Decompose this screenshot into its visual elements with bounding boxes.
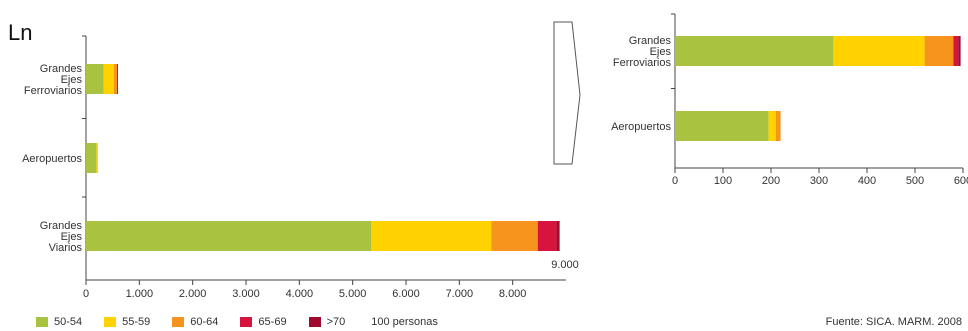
x-tick-label-1: 500 [906, 175, 924, 187]
x-tick-label-0: 8.000 [499, 288, 527, 300]
category-label: Ejes [61, 231, 83, 243]
bar-segment [768, 111, 776, 141]
legend-item: 60-64 [172, 316, 218, 328]
category-label: Grandes [629, 35, 672, 47]
x-tick-label-1: 600 [954, 175, 968, 187]
category-label: Ejes [61, 74, 83, 86]
x-tick-label-0: 6.000 [392, 288, 420, 300]
bar-segment [86, 64, 104, 94]
legend-swatch [104, 317, 117, 327]
bar-segment [103, 64, 114, 94]
category-label: Grandes [40, 63, 83, 75]
bar-segment [556, 221, 560, 251]
legend-label: >70 [326, 316, 346, 328]
legend: 50-54 55-59 60-64 65-69 >70 100 personas [36, 316, 438, 328]
x-tick-label-1: 0 [672, 175, 678, 187]
category-label: Ferroviarios [613, 57, 672, 69]
category-label: Grandes [40, 220, 83, 232]
x-tick-label-0: 3.000 [232, 288, 260, 300]
bar-segment [775, 111, 781, 141]
legend-swatch [172, 317, 185, 327]
legend-swatch [36, 317, 48, 327]
x-tick-label-1: 300 [810, 175, 828, 187]
legend-swatch [308, 317, 321, 327]
category-label: Aeropuertos [22, 153, 82, 165]
legend-unit-note: 100 personas [371, 316, 438, 328]
legend-label: 65-69 [258, 316, 287, 328]
bar-segment [113, 64, 117, 94]
category-label: Ferroviarios [24, 85, 83, 97]
bar-segment [833, 36, 925, 66]
bar-segment [371, 221, 492, 251]
chart-title: Ln [8, 20, 33, 45]
bar-segment [117, 64, 118, 94]
source-note: Fuente: SICA. MARM. 2008 [825, 316, 962, 328]
axis-max-label: 9.000 [551, 259, 579, 271]
x-tick-label-0: 4.000 [286, 288, 314, 300]
legend-item: 50-54 [36, 316, 82, 328]
legend-swatch [240, 317, 253, 327]
x-tick-label-0: 0 [83, 288, 89, 300]
x-tick-label-0: 2.000 [179, 288, 207, 300]
bar-segment [924, 36, 954, 66]
bar-segment [86, 143, 97, 173]
x-tick-label-0: 7.000 [446, 288, 474, 300]
bar-segment [675, 111, 769, 141]
bar-segment [537, 221, 557, 251]
zoom-connector [553, 21, 581, 165]
x-tick-label-0: 1.000 [126, 288, 154, 300]
x-tick-label-1: 400 [858, 175, 876, 187]
category-label: Ejes [650, 46, 672, 58]
category-label: Viarios [49, 242, 83, 254]
bar-segment [491, 221, 538, 251]
x-tick-label-0: 5.000 [339, 288, 367, 300]
legend-label: 50-54 [54, 316, 83, 328]
category-label: Aeropuertos [611, 121, 671, 133]
legend-item: 55-59 [104, 316, 150, 328]
legend-item: >70 [308, 316, 346, 328]
bar-segment [958, 36, 961, 66]
legend-item: 65-69 [240, 316, 287, 328]
legend-label: 60-64 [190, 316, 219, 328]
bar-segment [96, 143, 98, 173]
x-tick-label-1: 100 [714, 175, 732, 187]
legend-label: 55-59 [122, 316, 151, 328]
bar-segment [116, 64, 118, 94]
bar-segment [97, 143, 98, 173]
bar-segment [953, 36, 959, 66]
bar-segment [675, 36, 834, 66]
bar-segment [86, 221, 372, 251]
x-tick-label-1: 200 [762, 175, 780, 187]
